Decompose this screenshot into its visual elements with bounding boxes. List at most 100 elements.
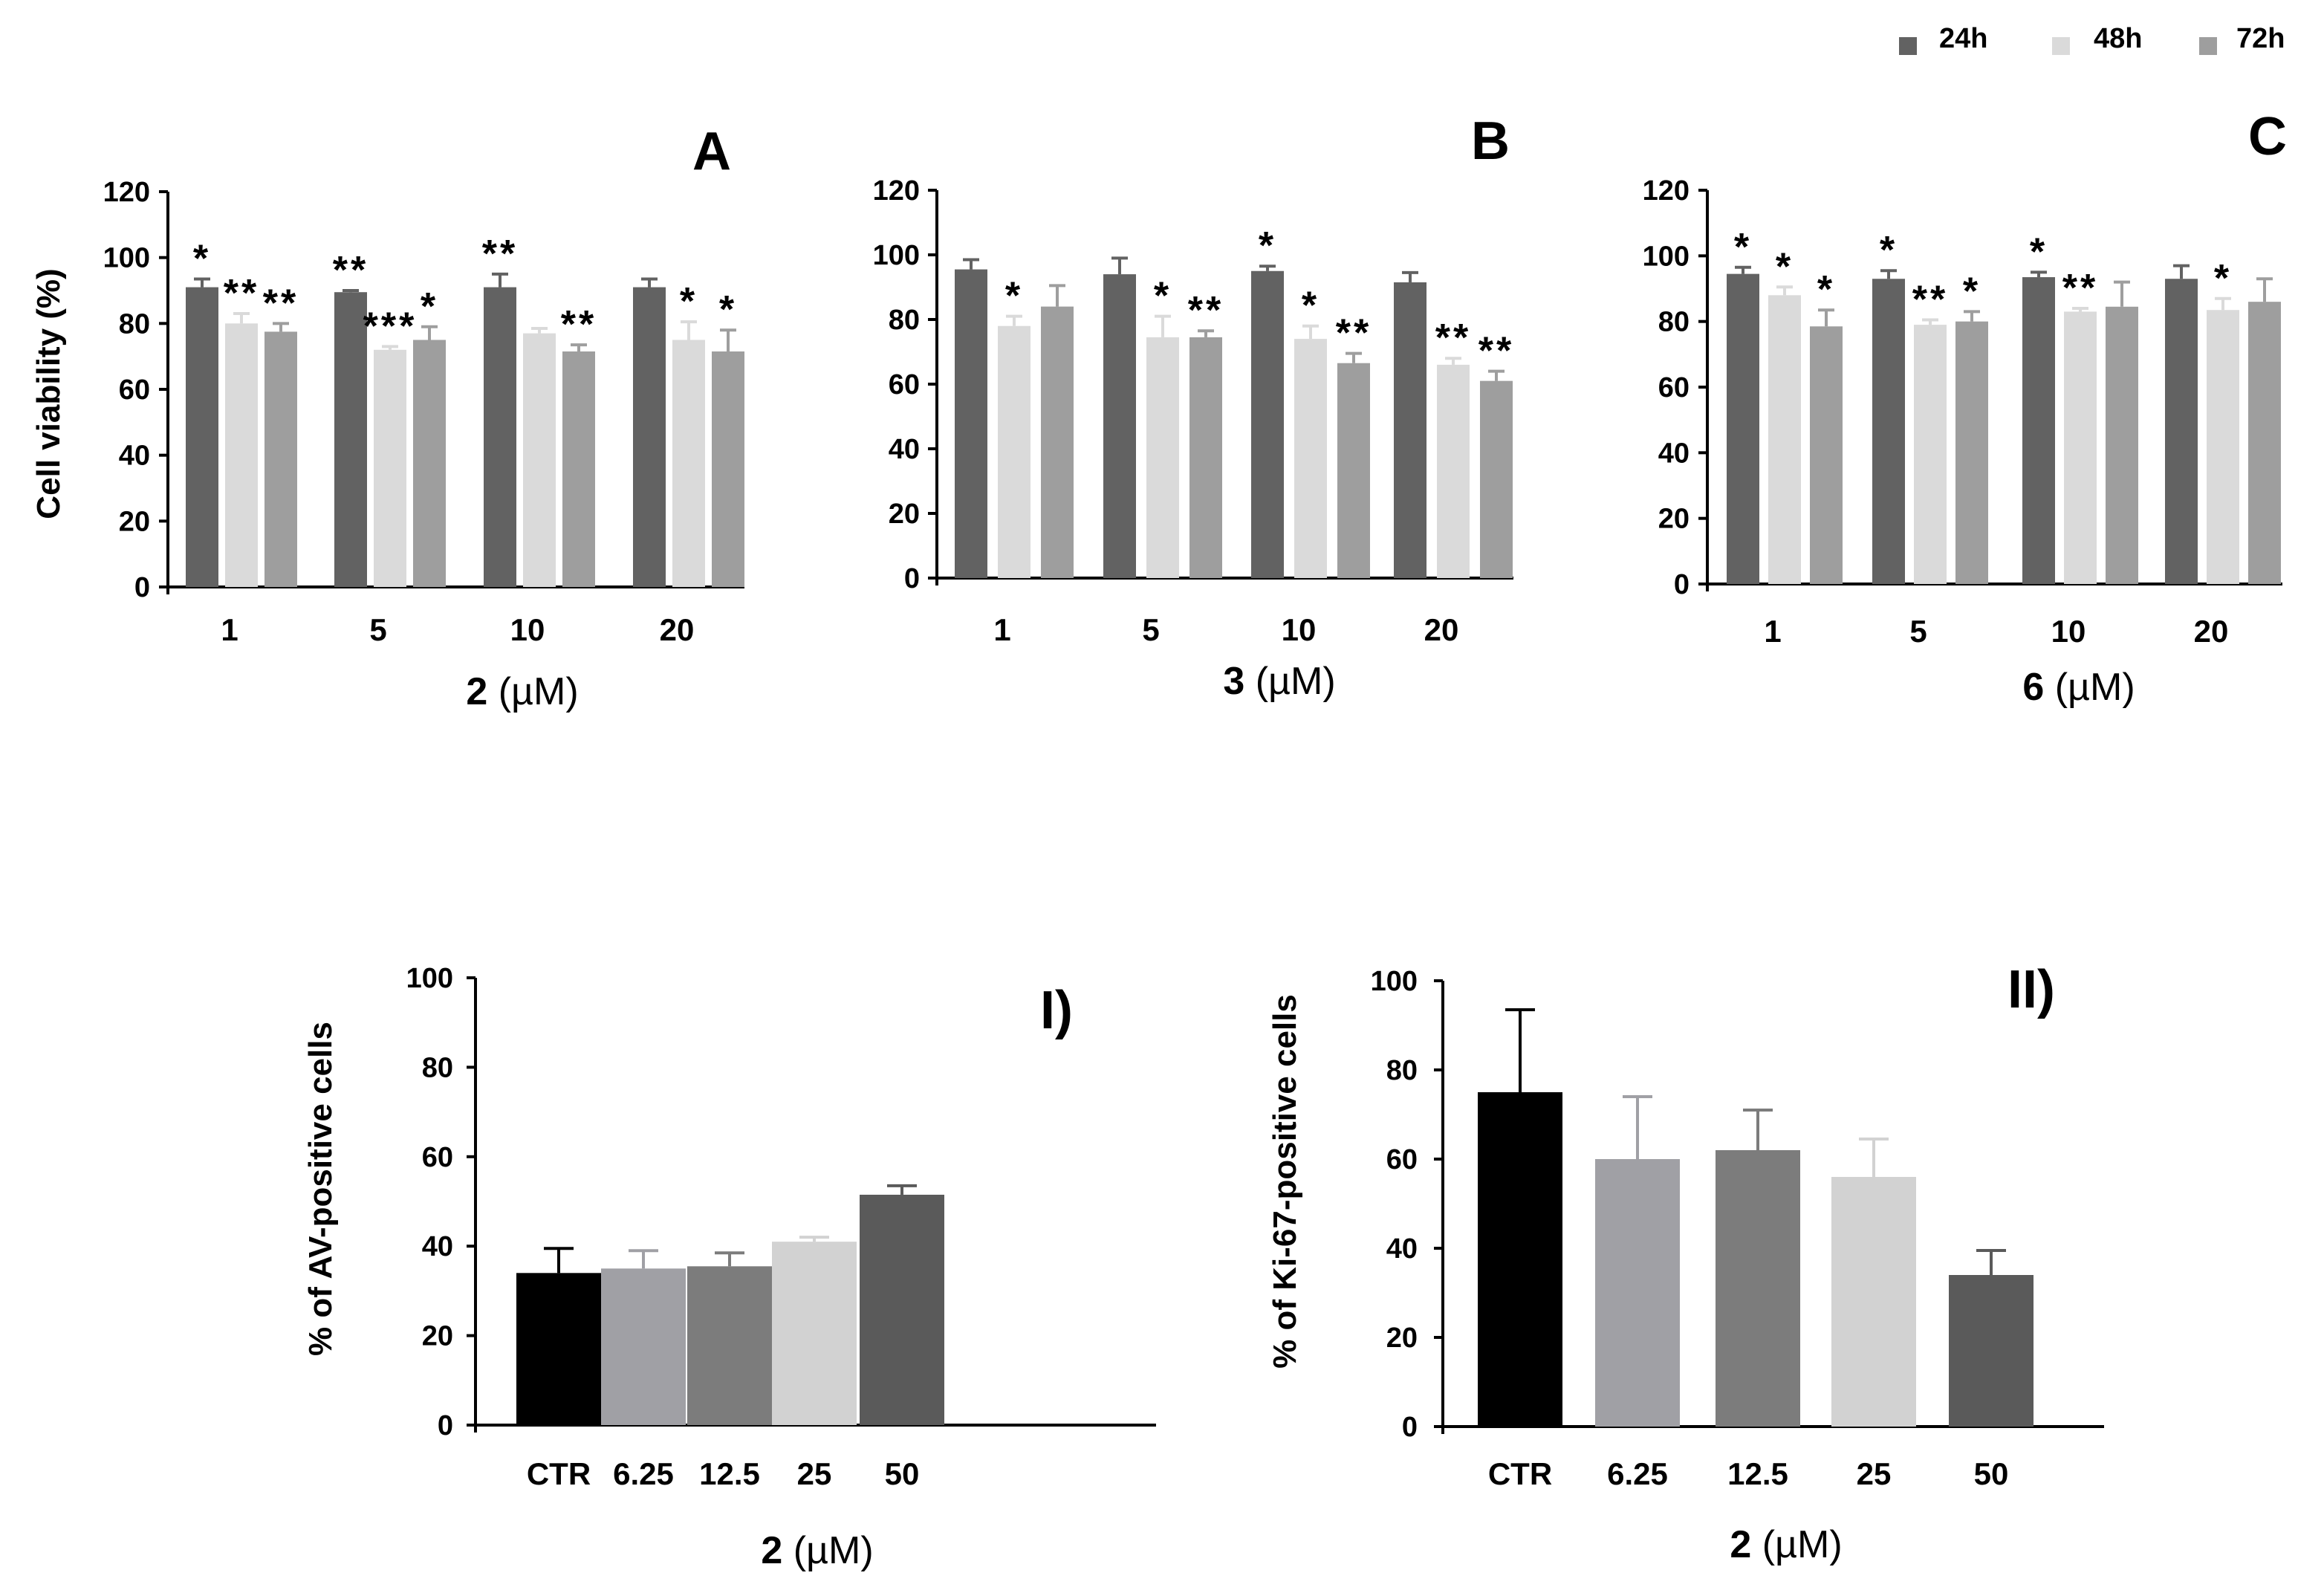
y-tick-label: 120 <box>1643 175 1690 207</box>
y-tick-label: 20 <box>889 499 920 530</box>
bar <box>998 325 1030 578</box>
x-tick-label: 10 <box>510 612 545 647</box>
bar <box>687 1266 772 1425</box>
x-tick-label: 20 <box>1424 612 1459 647</box>
x-tick-label: 20 <box>660 612 695 647</box>
y-tick-label: 0 <box>1402 1412 1418 1443</box>
y-tick-label: 120 <box>873 175 920 207</box>
legend-label-48h: 48h <box>2094 23 2142 54</box>
bar <box>1041 306 1074 578</box>
legend-swatch-48h <box>2052 37 2070 55</box>
significance-marker: * <box>1776 245 1794 288</box>
bar <box>1480 380 1513 578</box>
y-axis-label: % of AV-positive cells <box>302 1022 339 1356</box>
y-axis-label: Cell viability (%) <box>30 268 67 519</box>
bar <box>1727 273 1759 584</box>
legend-label-24h: 24h <box>1939 23 1987 54</box>
y-tick-label: 60 <box>1658 372 1690 403</box>
significance-marker: * <box>1880 229 1898 272</box>
x-axis-unit: (µM) <box>1244 660 1335 703</box>
bar <box>1294 339 1327 578</box>
x-tick-label: 50 <box>1974 1456 2009 1491</box>
bar <box>2022 277 2055 584</box>
x-axis-unit: (µM) <box>487 670 578 713</box>
x-tick-label: CTR <box>527 1456 591 1491</box>
x-tick-label: 5 <box>1142 612 1159 647</box>
significance-marker: * <box>2030 230 2048 273</box>
significance-marker: ** <box>2062 267 2098 310</box>
y-tick-label: 100 <box>103 243 150 274</box>
bar <box>672 340 705 587</box>
x-tick-label: 12.5 <box>699 1456 760 1491</box>
x-tick-label: CTR <box>1488 1456 1552 1491</box>
significance-marker: * <box>193 237 211 280</box>
bar <box>2207 310 2239 584</box>
x-axis-unit: (µM) <box>782 1529 873 1572</box>
x-axis-compound: 2 <box>761 1529 782 1572</box>
panel-ii: 0 20 40 60 80 100 CTR 6.25 12.5 25 50 II) % of Ki-… <box>1267 960 2104 1566</box>
x-tick-label: 10 <box>2051 614 2086 649</box>
y-tick-label: 20 <box>119 506 150 537</box>
x-axis-unit: (µM) <box>2044 666 2135 709</box>
x-axis-label: 2 (µM) <box>466 670 578 713</box>
bar <box>1872 279 1905 584</box>
significance-marker: ** <box>1479 330 1514 373</box>
legend-label-72h: 72h <box>2236 23 2285 54</box>
y-tick-label: 20 <box>1658 504 1690 535</box>
y-axis-label: % of Ki-67-positive cells <box>1267 994 1303 1369</box>
panel-label: A <box>692 122 731 181</box>
bar <box>1831 1177 1916 1427</box>
bar <box>1595 1159 1680 1427</box>
y-tick-label: 60 <box>889 369 920 400</box>
x-axis-compound: 2 <box>1730 1523 1751 1566</box>
y-tick-label: 80 <box>889 305 920 336</box>
panel-i: 0 20 40 60 80 100 CTR 6.25 12.5 25 50 I) % of AV-p… <box>302 963 1156 1572</box>
significance-marker: * <box>2214 257 2232 300</box>
x-axis-compound: 6 <box>2022 666 2044 709</box>
y-tick-label: 80 <box>1658 307 1690 338</box>
y-tick-label: 60 <box>1386 1144 1418 1175</box>
y-tick-label: 100 <box>1643 241 1690 272</box>
x-axis-unit: (µM) <box>1751 1523 1842 1566</box>
x-tick-label: 1 <box>221 612 238 647</box>
x-tick-label: 20 <box>2194 614 2229 649</box>
y-tick-label: 0 <box>438 1410 453 1441</box>
bar <box>413 340 446 587</box>
y-tick-label: 80 <box>1386 1055 1418 1086</box>
y-tick-label: 60 <box>422 1142 453 1173</box>
y-tick-label: 40 <box>119 441 150 472</box>
x-axis-label: 2 (µM) <box>761 1529 873 1572</box>
x-tick-label: 25 <box>797 1456 832 1491</box>
y-tick-label: 80 <box>422 1052 453 1083</box>
x-axis-label: 2 (µM) <box>1730 1523 1842 1566</box>
bar <box>633 287 666 587</box>
y-tick-label: 20 <box>422 1321 453 1352</box>
bar <box>1437 364 1470 578</box>
y-tick-label: 20 <box>1386 1323 1418 1354</box>
x-tick-label: 1 <box>993 612 1010 647</box>
significance-marker: * <box>1963 270 1981 313</box>
bar <box>2106 306 2138 584</box>
x-tick-label: 5 <box>369 612 386 647</box>
significance-marker: ** <box>1336 312 1372 355</box>
bar <box>1949 1275 2034 1427</box>
bar <box>516 1273 601 1425</box>
bar <box>264 331 297 587</box>
significance-marker: * <box>1154 275 1172 318</box>
bar <box>1189 337 1222 578</box>
y-tick-label: 60 <box>119 374 150 406</box>
y-tick-label: 40 <box>889 434 920 465</box>
panel-label: I) <box>1040 981 1073 1040</box>
significance-marker: * <box>680 280 698 323</box>
bar <box>2248 302 2281 584</box>
plot-area: 0 20 40 60 80 100 CTR 6.25 12.5 25 50 <box>406 963 1156 1491</box>
significance-marker: ** <box>263 282 299 325</box>
x-axis-label: 3 (µM) <box>1223 660 1335 703</box>
significance-marker: * <box>1734 226 1752 269</box>
bar <box>1768 295 1801 584</box>
panel-label: II) <box>2007 960 2055 1019</box>
significance-marker: ** <box>482 233 518 276</box>
significance-marker: ** <box>1912 278 1948 321</box>
